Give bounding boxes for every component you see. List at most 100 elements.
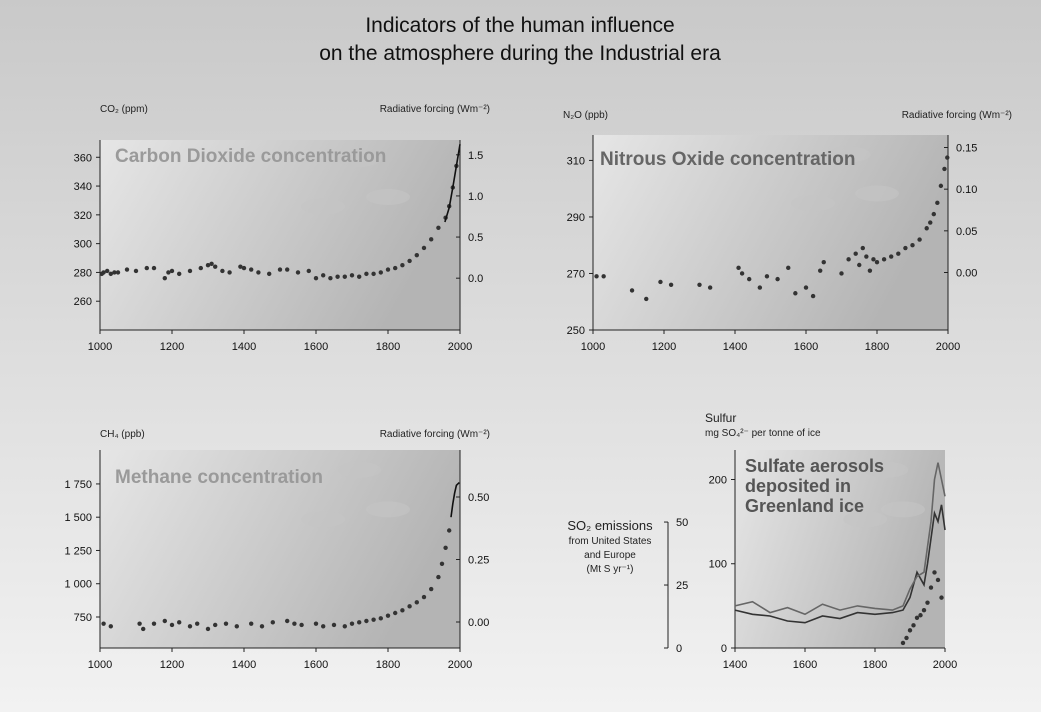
- data-point: [928, 585, 934, 590]
- data-point: [270, 620, 275, 625]
- data-point: [821, 259, 826, 265]
- data-point: [385, 267, 391, 272]
- y-tick-label: 260: [74, 296, 92, 308]
- data-point: [867, 268, 873, 273]
- data-point: [407, 258, 412, 264]
- annotation: deposited in: [745, 476, 851, 496]
- data-point: [187, 624, 193, 629]
- data-point: [169, 268, 175, 274]
- data-point: [101, 270, 106, 275]
- data-point: [321, 273, 326, 278]
- data-point: [400, 263, 405, 268]
- data-point: [177, 271, 182, 277]
- data-point: [918, 613, 923, 618]
- data-point: [295, 270, 301, 275]
- cloud: [337, 151, 382, 167]
- data-point: [371, 617, 376, 622]
- x-tick-label: 1800: [376, 341, 400, 353]
- data-point: [931, 211, 936, 217]
- data-point: [256, 270, 261, 275]
- y-tick-label: 1 000: [64, 579, 92, 591]
- data-point: [594, 274, 599, 279]
- x-tick-label: 1600: [794, 341, 818, 353]
- data-point: [436, 574, 441, 580]
- data-point: [313, 275, 319, 281]
- data-point: [108, 624, 114, 629]
- data-point: [407, 604, 412, 609]
- data-point: [241, 265, 247, 271]
- data-point: [331, 622, 337, 628]
- data-point: [736, 265, 741, 271]
- data-point: [658, 279, 663, 285]
- data-point: [220, 268, 225, 274]
- data-point: [205, 626, 211, 632]
- x-tick-label: 1400: [232, 659, 256, 671]
- data-point: [378, 270, 383, 275]
- y-tick-label: 1 250: [64, 545, 92, 557]
- data-point: [328, 275, 333, 281]
- data-point: [871, 257, 876, 262]
- data-point: [393, 265, 398, 271]
- x-tick-label: 2000: [936, 341, 960, 353]
- annotation: Nitrous Oxide concentration: [600, 149, 855, 170]
- y2-tick-label: 0.50: [468, 492, 489, 504]
- x-tick-label: 1000: [88, 659, 112, 671]
- data-point: [112, 270, 117, 275]
- data-point: [900, 640, 906, 646]
- data-point: [935, 200, 940, 206]
- data-line: [444, 144, 461, 223]
- annotation: Sulfate aerosols: [745, 456, 884, 476]
- data-point: [421, 594, 427, 600]
- data-point: [429, 237, 434, 242]
- cloud: [855, 185, 899, 202]
- data-point: [907, 628, 913, 633]
- data-line: [450, 482, 460, 518]
- data-point: [105, 268, 110, 274]
- data-point: [306, 268, 311, 274]
- y-tick-label: 100: [709, 559, 727, 571]
- cloud: [337, 461, 382, 478]
- data-point: [393, 610, 398, 616]
- x-tick-label: 1400: [232, 341, 256, 353]
- data-point: [321, 624, 326, 629]
- data-point: [108, 271, 114, 277]
- y-tick-label: 290: [567, 212, 585, 224]
- y-tick-label: 360: [74, 152, 92, 164]
- data-point: [259, 624, 265, 629]
- data-point: [378, 616, 383, 621]
- annotation: Carbon Dioxide concentration: [115, 146, 386, 167]
- y2-axis-label: (Mt S yr⁻¹): [587, 564, 634, 575]
- data-point: [739, 271, 745, 276]
- annotation: Greenland ice: [745, 496, 864, 516]
- data-point: [249, 621, 254, 626]
- y2-tick-label: 0.15: [956, 143, 977, 155]
- y-tick-label: 250: [567, 325, 585, 337]
- data-point: [313, 621, 319, 626]
- y-tick-label: 300: [74, 239, 92, 251]
- y2-tick-label: 50: [676, 517, 688, 529]
- data-point: [925, 600, 930, 605]
- x-tick-label: 1200: [160, 659, 184, 671]
- data-point: [939, 595, 944, 600]
- cloud: [366, 501, 410, 518]
- data-point: [115, 270, 121, 275]
- data-point: [775, 276, 780, 282]
- data-point: [935, 577, 941, 583]
- data-point: [793, 291, 798, 296]
- x-tick-label: 1800: [865, 341, 889, 353]
- x-tick-label: 1800: [376, 659, 400, 671]
- data-point: [747, 276, 752, 282]
- data-point: [342, 624, 347, 629]
- x-tick-label: 1000: [88, 341, 112, 353]
- y2-tick-label: 0: [676, 643, 682, 655]
- x-tick-label: 1800: [863, 659, 887, 671]
- y-tick-label: 1 750: [64, 479, 92, 491]
- data-point: [921, 608, 927, 613]
- x-tick-label: 1600: [304, 341, 328, 353]
- data-line: [734, 504, 946, 624]
- data-point: [839, 271, 844, 276]
- data-point: [896, 251, 901, 256]
- data-point: [644, 296, 649, 302]
- data-point: [151, 265, 157, 271]
